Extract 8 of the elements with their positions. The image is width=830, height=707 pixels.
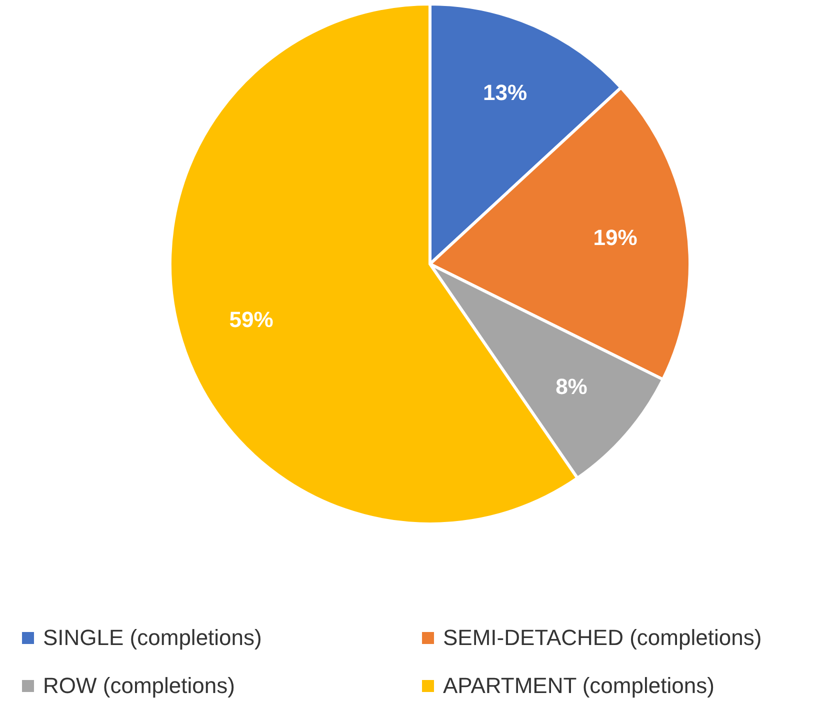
legend-label: SEMI-DETACHED (completions) [443,625,762,651]
legend-label: APARTMENT (completions) [443,673,714,699]
data-label: 59% [229,307,274,332]
legend-label: SINGLE (completions) [43,625,262,651]
data-label: 8% [556,374,588,400]
data-label: 19% [593,224,638,250]
data-label: 13% [483,80,528,106]
legend-label: ROW (completions) [43,673,235,699]
